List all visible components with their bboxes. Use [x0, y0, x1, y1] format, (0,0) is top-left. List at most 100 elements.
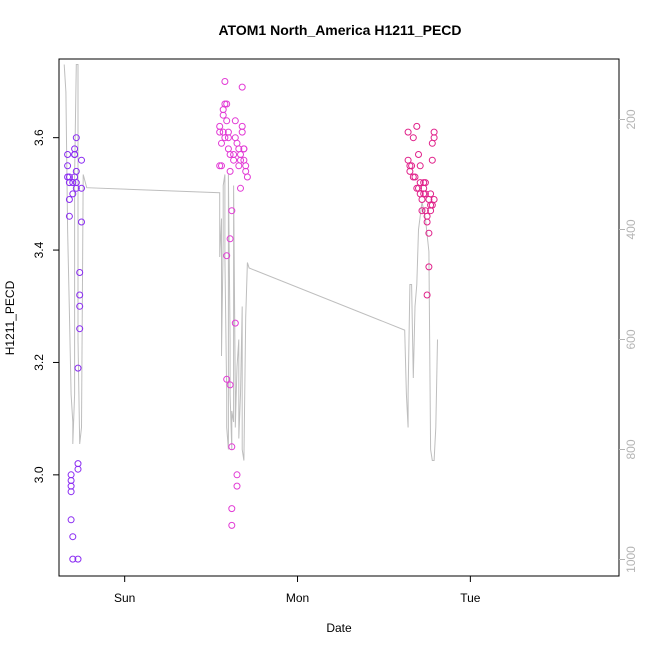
data-point: [237, 184, 244, 192]
data-point: [67, 516, 75, 524]
data-point: [425, 196, 433, 203]
data-point: [216, 122, 224, 130]
data-point: [235, 162, 243, 170]
data-point: [238, 83, 246, 91]
data-point: [64, 162, 72, 170]
data-point: [425, 229, 433, 237]
data-point: [231, 319, 239, 327]
data-point: [78, 218, 85, 226]
data-point: [218, 139, 225, 147]
y-axis-label: H1211_PECD: [3, 280, 17, 355]
x-tick-label: Sun: [114, 591, 135, 605]
data-point: [78, 184, 85, 192]
plot-frame: [58, 58, 620, 577]
x-axis-label: Date: [326, 621, 352, 635]
data-point: [218, 162, 225, 170]
data-point: [71, 151, 79, 158]
data-point: [226, 235, 234, 243]
data-point: [230, 156, 238, 164]
data-point: [74, 460, 82, 468]
data-point: [67, 471, 75, 479]
data-point: [428, 156, 436, 164]
data-point: [226, 167, 234, 175]
data-point: [65, 212, 73, 220]
data-point: [228, 505, 236, 513]
data-point: [72, 167, 80, 175]
data-point: [415, 151, 422, 158]
data-point: [223, 117, 231, 125]
data-point: [231, 134, 239, 142]
y-tick-label: 3.6: [32, 129, 46, 146]
data-point: [418, 207, 426, 215]
data-point: [228, 207, 236, 215]
data-point: [430, 128, 438, 136]
y-tick-label: 3.4: [32, 241, 46, 258]
data-point: [228, 521, 236, 529]
data-point: [243, 173, 251, 181]
pressure-line: [63, 64, 438, 461]
data-point: [64, 151, 72, 158]
right-y-tick-label: 800: [624, 439, 638, 459]
pressure-line-layer: [63, 64, 438, 461]
data-point: [416, 162, 424, 170]
data-point: [233, 139, 241, 147]
data-point: [76, 291, 84, 299]
data-point: [226, 381, 234, 389]
y-tick-label: 3.2: [32, 354, 46, 371]
data-point: [69, 190, 77, 198]
data-point: [411, 173, 419, 181]
data-point: [72, 179, 80, 187]
data-point: [72, 134, 80, 142]
y-tick-label: 3.0: [32, 466, 46, 483]
data-point: [404, 156, 412, 164]
right-y-tick-label: 1000: [624, 546, 638, 573]
data-point: [420, 190, 428, 198]
data-point: [233, 482, 241, 490]
data-point: [423, 218, 431, 226]
data-point: [67, 488, 75, 496]
data-point: [231, 117, 239, 125]
data-point: [228, 443, 236, 451]
data-point: [421, 179, 429, 187]
data-point: [423, 212, 431, 220]
data-point: [428, 139, 436, 147]
axes-layer: Sun Mon Tue 3.0 3.2 3.4 3.6 200 400 600 800 1000: [32, 109, 638, 605]
data-point: [69, 533, 77, 541]
data-point: [221, 78, 229, 85]
data-point: [233, 471, 241, 479]
data-point: [74, 555, 82, 563]
data-point: [223, 375, 231, 383]
data-point: [240, 145, 248, 153]
data-point: [425, 263, 433, 271]
data-point: [78, 156, 85, 164]
data-point: [221, 134, 229, 142]
data-point: [423, 291, 431, 299]
data-point: [413, 122, 421, 130]
data-point: [408, 162, 416, 170]
data-point: [418, 196, 426, 203]
data-point: [238, 122, 246, 130]
data-point: [224, 134, 232, 142]
data-point: [224, 145, 232, 153]
right-y-tick-label: 200: [624, 109, 638, 129]
chart-title: ATOM1 North_America H1211_PECD: [218, 22, 461, 38]
data-point: [65, 196, 73, 203]
right-y-tick-label: 400: [624, 219, 638, 239]
right-y-tick-label: 600: [624, 329, 638, 349]
data-point: [238, 128, 246, 136]
data-point: [223, 100, 231, 108]
data-point: [76, 302, 84, 310]
data-points-layer: [64, 78, 438, 563]
data-point: [237, 151, 244, 158]
data-point: [416, 179, 424, 187]
data-point: [74, 364, 82, 372]
data-point: [226, 151, 234, 158]
data-point: [404, 128, 412, 136]
data-point: [76, 325, 84, 333]
data-point: [69, 555, 77, 563]
x-tick-label: Mon: [286, 591, 309, 605]
x-tick-label: Tue: [460, 591, 481, 605]
data-point: [223, 252, 231, 260]
